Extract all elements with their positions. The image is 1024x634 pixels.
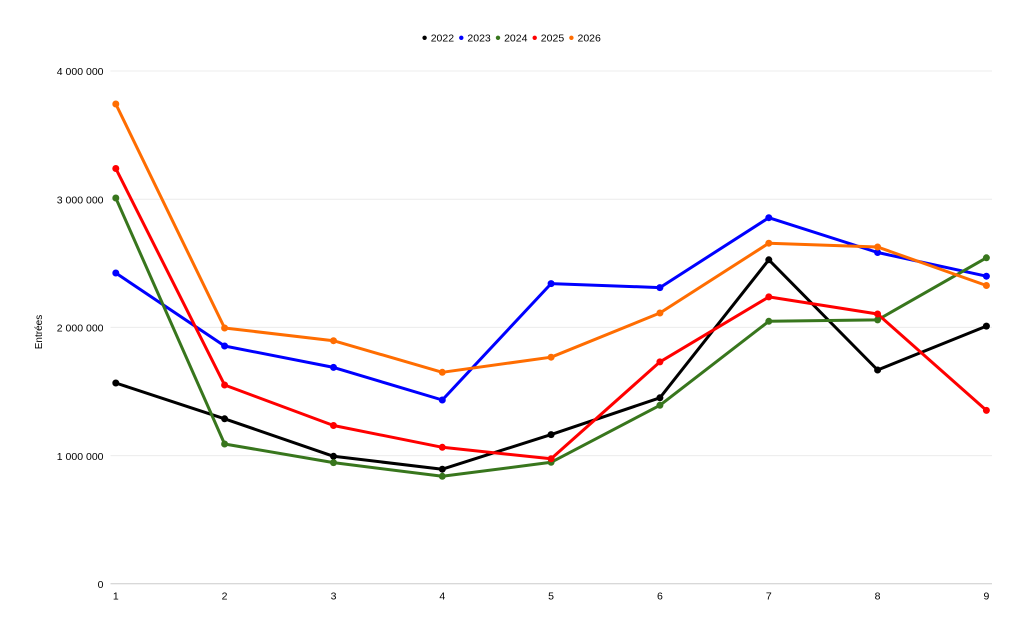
svg-text:3: 3 <box>331 591 337 603</box>
svg-text:2023: 2023 <box>467 33 491 45</box>
svg-text:1: 1 <box>113 591 119 603</box>
svg-text:7: 7 <box>766 591 772 603</box>
svg-text:8: 8 <box>875 591 881 603</box>
svg-text:Entrées: Entrées <box>34 315 45 349</box>
svg-text:5: 5 <box>548 591 554 603</box>
svg-text:6: 6 <box>657 591 663 603</box>
svg-text:2024: 2024 <box>504 33 528 45</box>
svg-text:3 000 000: 3 000 000 <box>57 194 104 206</box>
svg-text:9: 9 <box>983 591 989 603</box>
svg-text:2025: 2025 <box>541 33 565 45</box>
svg-text:2026: 2026 <box>578 33 602 45</box>
svg-text:2022: 2022 <box>431 33 455 45</box>
svg-text:0: 0 <box>98 579 104 591</box>
svg-text:4: 4 <box>439 591 445 603</box>
svg-text:2: 2 <box>222 591 228 603</box>
svg-text:1 000 000: 1 000 000 <box>57 451 104 463</box>
svg-text:4 000 000: 4 000 000 <box>57 66 104 78</box>
svg-text:2 000 000: 2 000 000 <box>57 323 104 335</box>
